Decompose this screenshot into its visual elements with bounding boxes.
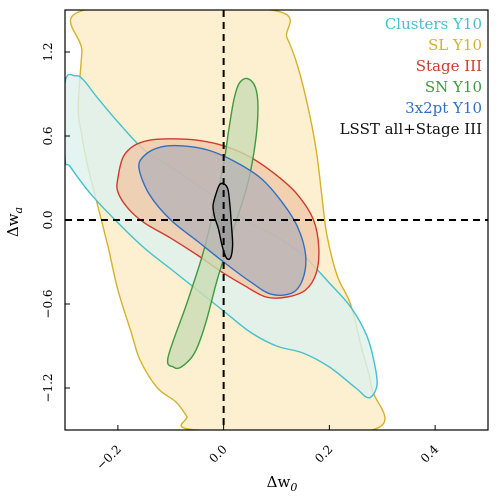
y-axis-title-sub: a [12, 207, 25, 214]
x-axis-title-main: Δw [267, 473, 291, 491]
y-tick-label: −1.2 [41, 373, 55, 402]
x-tick-label: −0.2 [93, 442, 124, 473]
legend-entry-lsst-all-stage-iii: LSST all+Stage III [340, 120, 482, 138]
x-tick-label: 0.2 [312, 442, 335, 465]
legend-entry-clusters-y10: Clusters Y10 [385, 15, 482, 33]
legend-entry-sn-y10: SN Y10 [425, 78, 482, 96]
legend-entry-sl-y10: SL Y10 [428, 36, 482, 54]
x-tick-label: 0.4 [418, 442, 442, 466]
y-axis-title-main: Δw [4, 213, 22, 237]
legend-entry-stage-iii: Stage III [416, 57, 482, 75]
y-axis-title: Δwa [4, 207, 25, 237]
x-tick-label: 0.0 [206, 442, 229, 465]
legend-entry-3x2pt-y10: 3x2pt Y10 [405, 99, 482, 117]
x-axis-title-sub: 0 [290, 481, 297, 494]
y-tick-label: 0.0 [41, 210, 55, 229]
legend: Clusters Y10 SL Y10 Stage III SN Y10 3x2pt Y… [340, 15, 482, 138]
y-tick-label: −0.6 [41, 289, 55, 318]
contour-lsst-all-stage-iii [212, 182, 234, 261]
y-tick-label: 0.6 [41, 126, 55, 145]
x-axis-ticks: −0.2 0.0 0.2 0.4 [93, 425, 441, 473]
y-axis-ticks: −1.2 −0.6 0.0 0.6 1.2 [41, 42, 70, 403]
y-tick-label: 1.2 [41, 42, 55, 61]
reference-lines [65, 10, 488, 430]
x-axis-title: Δw0 [267, 473, 298, 494]
